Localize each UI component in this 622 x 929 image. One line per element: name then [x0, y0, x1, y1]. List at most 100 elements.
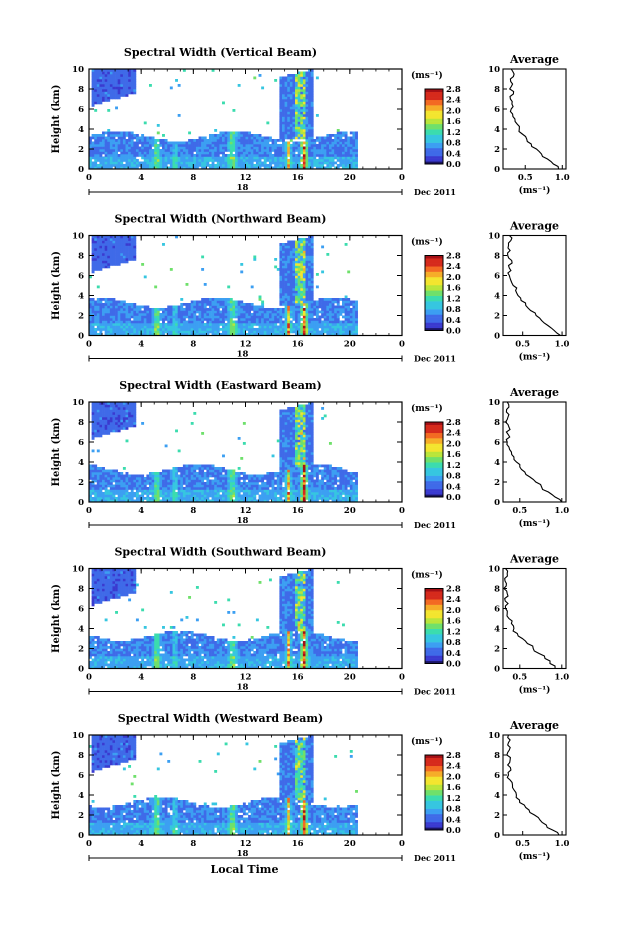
heatmap-cell	[297, 79, 301, 82]
heatmap-cell	[154, 499, 158, 503]
heatmap-cell	[216, 328, 220, 331]
heatmap-cell	[297, 243, 301, 246]
heatmap-cell	[266, 144, 270, 147]
heatmap-cell	[109, 469, 113, 473]
heatmap-cell	[130, 134, 134, 137]
heatmap-cell	[222, 149, 225, 152]
heatmap-cell	[279, 166, 283, 170]
heatmap-cell	[347, 300, 351, 304]
heatmap-cell	[112, 238, 116, 241]
heatmap-cell	[91, 467, 95, 470]
heatmap-cell	[130, 146, 134, 150]
heatmap-cell	[102, 151, 105, 155]
heatmap-cell	[120, 81, 124, 85]
heatmap-cell	[128, 253, 132, 256]
heatmap-cell	[206, 464, 210, 468]
heatmap-cell	[133, 248, 137, 251]
heatmap-cell	[94, 240, 98, 244]
heatmap-cell	[336, 318, 340, 321]
heatmap-cell	[94, 469, 98, 473]
heatmap-cell	[295, 144, 298, 147]
heatmap-cell	[133, 320, 137, 324]
heatmap-cell	[172, 499, 176, 503]
x-tick-label: 0	[86, 173, 92, 183]
heatmap-cell	[133, 409, 137, 413]
heatmap-cell	[138, 497, 142, 500]
heatmap-cell	[122, 151, 126, 155]
heatmap-cell	[89, 489, 92, 493]
heatmap-cell	[94, 71, 98, 75]
heatmap-cell	[282, 106, 285, 110]
heatmap-cell	[242, 161, 246, 165]
heatmap-cell	[284, 285, 288, 289]
colorbar-segment	[425, 118, 443, 122]
heatmap-cell	[203, 467, 207, 470]
heatmap-cell	[328, 154, 332, 157]
heatmap-cell	[188, 467, 192, 470]
heatmap-cell	[349, 154, 353, 157]
heatmap-cell	[289, 260, 293, 264]
heatmap-cell	[135, 333, 139, 336]
heatmap-cell	[128, 417, 132, 420]
heatmap-cell	[349, 131, 353, 135]
heatmap-cell	[305, 146, 309, 150]
heatmap-cell	[117, 328, 121, 331]
heatmap-cell	[297, 320, 301, 324]
heatmap-cell	[201, 159, 205, 162]
heatmap-cell	[279, 263, 283, 266]
heatmap-cell	[300, 81, 304, 85]
heatmap-cell	[89, 149, 92, 152]
heatmap-cell	[198, 469, 202, 473]
heatmap-cell	[214, 477, 218, 480]
heatmap-cell	[211, 159, 215, 162]
heatmap-cell	[219, 159, 223, 162]
heatmap-cell	[130, 325, 134, 329]
heatmap-cell	[130, 414, 134, 418]
heatmap-cell	[185, 484, 189, 488]
heatmap-cell	[162, 161, 165, 165]
colorbar-segment	[425, 155, 443, 159]
heatmap-cell	[117, 427, 121, 430]
heatmap-cell	[208, 320, 212, 324]
heatmap-cell	[342, 328, 345, 331]
heatmap-cell	[135, 497, 139, 500]
heatmap-cell	[115, 310, 118, 314]
heatmap-cell	[188, 313, 192, 316]
heatmap-cell	[323, 328, 327, 331]
heatmap-cell	[115, 238, 118, 241]
heatmap-cell	[326, 156, 330, 160]
heatmap-cell	[232, 139, 236, 142]
heatmap-cell	[122, 84, 126, 87]
x-tick-label: 16	[292, 340, 304, 350]
heatmap-cell	[297, 116, 301, 120]
heatmap-cell	[287, 310, 291, 314]
heatmap-cell	[177, 84, 181, 87]
heatmap-cell	[143, 479, 147, 483]
heatmap-cell	[203, 472, 207, 475]
heatmap-cell	[117, 141, 121, 145]
heatmap-cell	[91, 328, 95, 331]
heatmap-cell	[102, 159, 105, 162]
heatmap-cell	[125, 76, 129, 80]
heatmap-cell	[334, 300, 338, 304]
heatmap-cell	[295, 240, 298, 244]
heatmap-cell	[198, 472, 202, 475]
heatmap-cell	[154, 149, 158, 152]
heatmap-cell	[162, 164, 165, 167]
heatmap-cell	[237, 323, 241, 326]
heatmap-cell	[318, 303, 322, 306]
heatmap-cell	[287, 260, 291, 264]
heatmap-cell	[107, 151, 111, 155]
heatmap-cell	[125, 484, 129, 488]
heatmap-cell	[211, 69, 215, 72]
heatmap-cell	[261, 318, 265, 321]
heatmap-cell	[229, 154, 233, 157]
heatmap-cell	[201, 333, 205, 336]
colorbar-segment	[425, 260, 443, 264]
heatmap-cell	[208, 328, 212, 331]
heatmap-cell	[120, 79, 124, 82]
heatmap-cell	[154, 141, 158, 145]
heatmap-cell	[240, 318, 244, 321]
heatmap-cell	[151, 323, 155, 326]
heatmap-cell	[109, 492, 113, 495]
